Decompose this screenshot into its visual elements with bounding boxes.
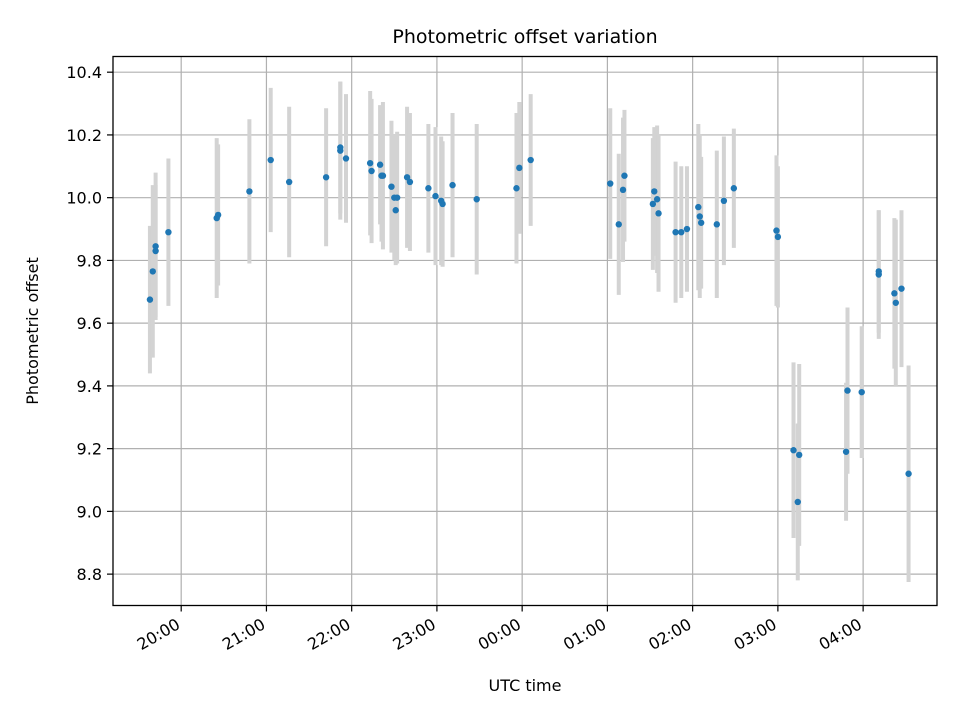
data-point <box>473 196 480 203</box>
data-point <box>368 167 375 175</box>
data-point <box>898 285 905 292</box>
data-point <box>672 228 679 236</box>
y-tick-label: 10.0 <box>66 189 102 208</box>
data-point <box>449 181 456 189</box>
data-point <box>513 185 520 192</box>
data-point <box>337 147 344 154</box>
data-point <box>858 388 865 396</box>
data-point <box>842 448 850 455</box>
data-point <box>388 183 395 190</box>
data-point <box>619 186 627 194</box>
data-point <box>267 156 274 164</box>
data-point <box>152 247 159 255</box>
data-point <box>678 228 685 236</box>
data-point <box>655 210 662 217</box>
data-points <box>146 144 912 506</box>
y-tick-label: 9.0 <box>77 502 102 521</box>
data-point <box>790 447 797 454</box>
data-point <box>651 188 658 195</box>
data-point <box>285 178 293 186</box>
data-point <box>621 172 628 179</box>
y-tick-label: 9.4 <box>77 377 102 396</box>
data-point <box>246 188 253 195</box>
data-point <box>713 221 720 228</box>
data-point <box>891 290 898 297</box>
data-point <box>774 233 782 241</box>
data-point <box>695 203 702 211</box>
data-point <box>844 387 851 394</box>
data-point <box>720 197 728 205</box>
data-point <box>794 498 801 506</box>
data-point <box>322 174 330 181</box>
data-point <box>905 470 912 477</box>
data-point <box>683 225 691 233</box>
data-point <box>146 296 154 303</box>
data-point <box>615 221 622 228</box>
data-point <box>393 194 401 201</box>
y-tick-label: 9.2 <box>77 440 102 459</box>
data-point <box>379 172 387 179</box>
y-tick-label: 10.4 <box>66 63 102 82</box>
data-point <box>439 200 446 208</box>
chart-title: Photometric offset variation <box>392 26 657 48</box>
data-point <box>892 299 899 306</box>
data-point <box>392 207 399 214</box>
y-tick-label: 9.8 <box>77 251 102 270</box>
data-point <box>527 156 534 164</box>
data-point <box>875 268 882 275</box>
data-point <box>795 451 803 459</box>
data-point <box>403 174 411 181</box>
data-point <box>366 159 374 167</box>
plot-area-frame <box>112 55 938 607</box>
data-point <box>697 219 705 226</box>
data-point <box>607 180 614 187</box>
data-point <box>149 268 156 275</box>
data-point <box>773 227 780 234</box>
data-point <box>342 155 350 162</box>
data-point <box>376 161 384 168</box>
data-point <box>730 185 738 192</box>
data-point <box>432 192 439 200</box>
data-point <box>425 185 432 192</box>
x-axis-label: UTC time <box>489 676 562 695</box>
y-tick-label: 10.2 <box>66 126 102 145</box>
y-tick-label: 9.6 <box>77 314 102 333</box>
data-point <box>649 200 657 208</box>
data-point <box>516 164 523 172</box>
data-point <box>696 213 703 220</box>
data-point <box>653 196 661 203</box>
y-axis-label: Photometric offset <box>23 257 42 405</box>
data-point <box>152 243 159 250</box>
data-point <box>406 178 414 186</box>
data-point <box>165 228 172 236</box>
data-point <box>214 211 222 219</box>
y-tick-label: 8.8 <box>77 565 102 584</box>
